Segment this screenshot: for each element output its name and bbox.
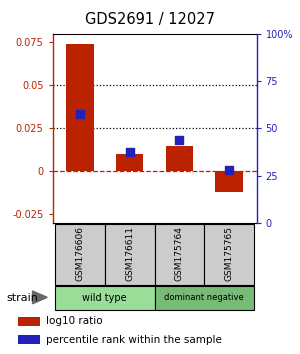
Text: GSM176611: GSM176611 [125,226,134,281]
Point [77,112,82,117]
Text: GSM175765: GSM175765 [225,226,234,281]
Bar [154,286,254,310]
Bar [17,317,40,326]
Bar [215,171,243,192]
Bar [105,224,154,285]
Bar [154,224,204,285]
Point [177,137,182,143]
Polygon shape [32,291,47,304]
Bar [204,224,254,285]
Text: log10 ratio: log10 ratio [46,316,103,326]
Text: percentile rank within the sample: percentile rank within the sample [46,335,222,345]
Bar [66,44,94,171]
Point [227,167,232,173]
Text: GDS2691 / 12027: GDS2691 / 12027 [85,12,215,27]
Text: strain: strain [6,293,38,303]
Text: GSM175764: GSM175764 [175,226,184,281]
Bar [55,224,105,285]
Text: wild type: wild type [82,293,127,303]
Bar [17,335,40,344]
Bar [166,145,193,171]
Bar [55,286,154,310]
Text: dominant negative: dominant negative [164,293,244,302]
Bar [116,154,143,171]
Text: GSM176606: GSM176606 [75,226,84,281]
Point [127,149,132,155]
